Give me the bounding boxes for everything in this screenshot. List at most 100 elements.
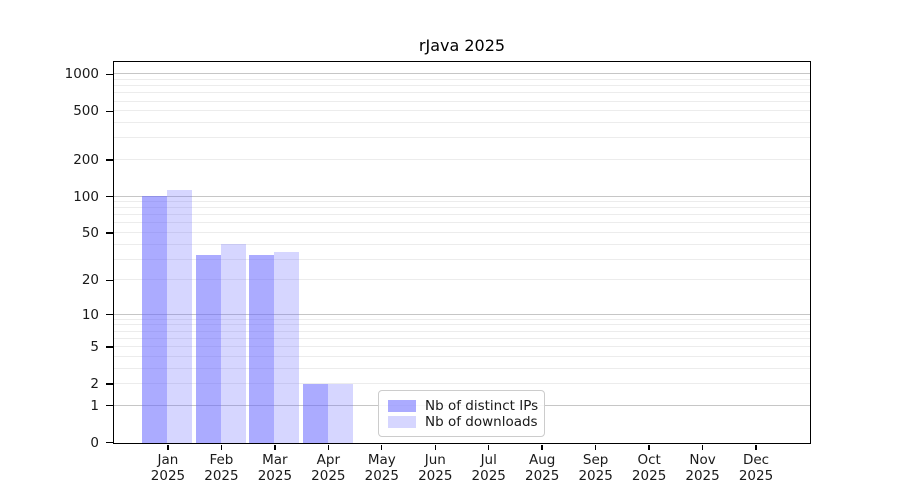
gridline-minor bbox=[114, 85, 810, 87]
x-tick-label: Dec 2025 bbox=[724, 452, 788, 484]
gridline-minor bbox=[114, 318, 810, 320]
x-tick-mark bbox=[274, 445, 276, 450]
y-tick-mark bbox=[106, 346, 113, 348]
y-tick-mark bbox=[106, 383, 113, 385]
x-tick-label: Sep 2025 bbox=[564, 452, 628, 484]
x-tick-mark bbox=[434, 445, 436, 450]
x-tick-year: 2025 bbox=[418, 468, 453, 484]
x-tick-month: Sep bbox=[582, 452, 609, 468]
gridline-minor bbox=[114, 355, 810, 357]
x-tick-month: Oct bbox=[637, 452, 661, 468]
bars-layer bbox=[114, 62, 810, 443]
plot-area: Nb of distinct IPs Nb of downloads bbox=[113, 61, 811, 444]
y-tick-mark bbox=[106, 110, 113, 112]
gridline-minor bbox=[114, 100, 810, 102]
legend: Nb of distinct IPs Nb of downloads bbox=[378, 390, 545, 437]
x-tick-year: 2025 bbox=[525, 468, 560, 484]
legend-swatch-downloads bbox=[388, 415, 416, 428]
gridline-minor bbox=[114, 330, 810, 332]
y-tick-mark bbox=[106, 279, 113, 281]
gridline-minor bbox=[114, 137, 810, 139]
x-tick-month: Aug bbox=[529, 452, 556, 468]
bar-nb-of-downloads bbox=[167, 189, 193, 443]
gridline-minor bbox=[114, 201, 810, 203]
y-tick-label: 1000 bbox=[64, 66, 99, 83]
legend-label-downloads: Nb of downloads bbox=[425, 413, 538, 430]
y-tick-label: 200 bbox=[73, 151, 99, 168]
bar-nb-of-downloads bbox=[327, 384, 353, 443]
x-tick-mark bbox=[220, 445, 223, 450]
x-tick-label: Aug 2025 bbox=[510, 452, 574, 484]
x-tick-label: Jun 2025 bbox=[403, 452, 467, 484]
x-tick-label: Nov 2025 bbox=[671, 452, 735, 484]
gridline-minor bbox=[114, 110, 810, 112]
y-tick-mark bbox=[106, 314, 113, 316]
gridline-minor bbox=[114, 337, 810, 339]
x-tick-month: Jun bbox=[424, 452, 446, 468]
bar-nb-of-distinct-ips bbox=[195, 255, 221, 443]
gridline-minor bbox=[114, 92, 810, 94]
gridlines-layer bbox=[114, 62, 810, 443]
gridline-minor bbox=[114, 382, 810, 384]
x-tick-mark bbox=[755, 445, 757, 450]
bar-nb-of-downloads bbox=[220, 243, 246, 443]
x-tick-year: 2025 bbox=[257, 468, 293, 484]
x-tick-year: 2025 bbox=[150, 468, 186, 484]
x-tick-month: Nov bbox=[689, 452, 716, 468]
y-tick-mark bbox=[106, 159, 113, 161]
legend-label-distinct-ips: Nb of distinct IPs bbox=[425, 397, 539, 414]
x-tick-label: Mar 2025 bbox=[243, 452, 307, 484]
x-tick-year: 2025 bbox=[364, 468, 399, 484]
gridline-minor bbox=[114, 243, 810, 245]
gridline-minor bbox=[114, 279, 810, 281]
x-tick-year: 2025 bbox=[685, 468, 720, 484]
x-tick-label: Oct 2025 bbox=[617, 452, 681, 484]
y-tick-mark bbox=[106, 441, 113, 444]
y-tick-label: 2 bbox=[90, 375, 99, 392]
y-tick-mark bbox=[106, 232, 113, 234]
gridline-minor bbox=[114, 158, 810, 160]
legend-swatch-distinct-ips bbox=[388, 399, 416, 412]
gridline-minor bbox=[114, 214, 810, 216]
x-tick-label: Feb 2025 bbox=[189, 452, 253, 484]
x-tick-month: Jan bbox=[157, 452, 179, 468]
x-tick-month: Dec bbox=[742, 452, 770, 468]
x-tick-mark bbox=[594, 445, 597, 450]
x-tick-month: Feb bbox=[209, 452, 234, 468]
x-tick-mark bbox=[701, 445, 704, 450]
bar-nb-of-downloads bbox=[274, 252, 300, 443]
gridline-major bbox=[114, 73, 810, 75]
x-tick-mark bbox=[327, 445, 330, 450]
x-tick-year: 2025 bbox=[471, 468, 506, 484]
gridline-minor bbox=[114, 122, 810, 124]
x-tick-year: 2025 bbox=[631, 468, 667, 484]
legend-item-distinct-ips: Nb of distinct IPs bbox=[388, 397, 539, 414]
y-tick-label: 1 bbox=[90, 397, 99, 414]
gridline-minor bbox=[114, 207, 810, 209]
x-tick-month: Jul bbox=[480, 452, 497, 468]
y-tick-label: 0 bbox=[90, 434, 99, 451]
gridline-minor bbox=[114, 78, 810, 80]
y-tick-mark bbox=[106, 195, 113, 198]
y-tick-label: 20 bbox=[81, 272, 99, 289]
x-tick-month: May bbox=[367, 452, 396, 468]
gridline-minor bbox=[114, 231, 810, 233]
x-axis: Jan 2025 Feb 2025 Mar 2025 Apr 2025 May 2025 Jun 20… bbox=[115, 444, 810, 500]
x-tick-mark bbox=[381, 445, 383, 450]
x-tick-month: Apr bbox=[316, 452, 341, 468]
legend-item-downloads: Nb of downloads bbox=[388, 413, 538, 430]
gridline-minor bbox=[114, 346, 810, 348]
bar-nb-of-distinct-ips bbox=[142, 195, 168, 443]
bar-nb-of-distinct-ips bbox=[249, 255, 275, 443]
gridline-minor bbox=[114, 258, 810, 260]
chart-title: rJava 2025 bbox=[418, 36, 506, 55]
gridline-major bbox=[114, 195, 810, 197]
y-tick-label: 5 bbox=[90, 339, 99, 356]
x-tick-mark bbox=[488, 445, 490, 450]
x-tick-mark bbox=[648, 445, 650, 450]
x-tick-mark bbox=[541, 445, 543, 450]
x-tick-label: Jan 2025 bbox=[136, 452, 200, 484]
x-tick-label: Apr 2025 bbox=[296, 452, 360, 484]
x-tick-label: Jul 2025 bbox=[457, 452, 521, 484]
